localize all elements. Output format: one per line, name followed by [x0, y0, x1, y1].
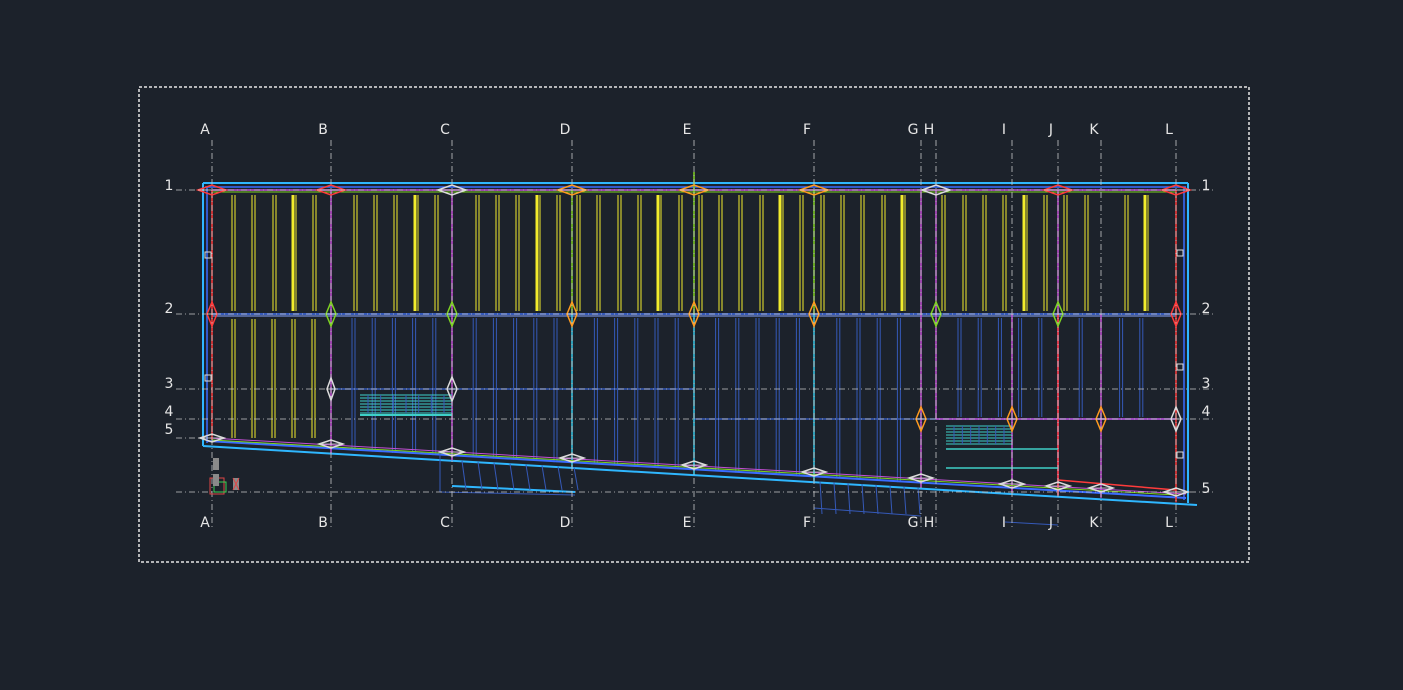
grid-label-top-d: D [560, 122, 571, 138]
grid-labels-bottom: A B C D E F G H I J K L [200, 515, 1173, 531]
grid-label-right-4: 4 [1202, 404, 1211, 420]
grid-label-top-f: F [803, 122, 811, 138]
grid-label-bottom-d: D [560, 515, 571, 531]
grid-labels-top: A B C D E F G H I J K L [200, 122, 1173, 138]
grid-label-bottom-i: I [1002, 515, 1006, 531]
grid-labels-left: 1 2 3 4 5 [165, 178, 174, 438]
gridlines-layer [176, 140, 1215, 530]
grid-label-right-1: 1 [1202, 178, 1211, 194]
grid-label-bottom-h: H [924, 515, 935, 531]
grid-label-left-2: 2 [165, 301, 174, 317]
grid-label-right-2: 2 [1202, 301, 1211, 317]
grid-label-top-a: A [200, 122, 210, 138]
grid-label-left-1: 1 [165, 178, 174, 194]
ucs-icon [209, 458, 240, 495]
grid-label-bottom-l: L [1165, 515, 1173, 531]
grid-label-right-3: 3 [1202, 376, 1211, 392]
grid-label-bottom-f: F [803, 515, 811, 531]
grid-label-top-h: H [924, 122, 935, 138]
grid-label-bottom-a: A [200, 515, 210, 531]
grid-label-right-5: 5 [1202, 481, 1211, 497]
grid-label-bottom-b: B [318, 515, 328, 531]
grid-label-bottom-e: E [683, 515, 692, 531]
grid-label-top-b: B [318, 122, 328, 138]
grid-label-top-i: I [1002, 122, 1006, 138]
grid-label-bottom-c: C [440, 515, 450, 531]
grid-label-bottom-j: J [1048, 515, 1053, 531]
grid-label-left-5: 5 [165, 422, 174, 438]
grid-label-top-k: K [1089, 122, 1099, 138]
blue-joists-layer [351, 318, 1144, 483]
grid-label-top-c: C [440, 122, 450, 138]
grid-label-top-l: L [1165, 122, 1173, 138]
stairs-layer [360, 394, 1059, 526]
grid-labels-right: 1 2 3 4 5 [1202, 178, 1211, 497]
yellow-joists-layer [231, 195, 1149, 438]
grid-label-left-3: 3 [165, 376, 174, 392]
grid-label-bottom-k: K [1089, 515, 1099, 531]
grid-label-bottom-g: G [908, 515, 919, 531]
grid-label-left-4: 4 [165, 404, 174, 420]
grid-label-top-e: E [683, 122, 692, 138]
grid-label-top-g: G [908, 122, 919, 138]
columns-layer [195, 184, 1193, 497]
grid-label-top-j: J [1048, 122, 1053, 138]
sheet-border [138, 86, 1250, 563]
